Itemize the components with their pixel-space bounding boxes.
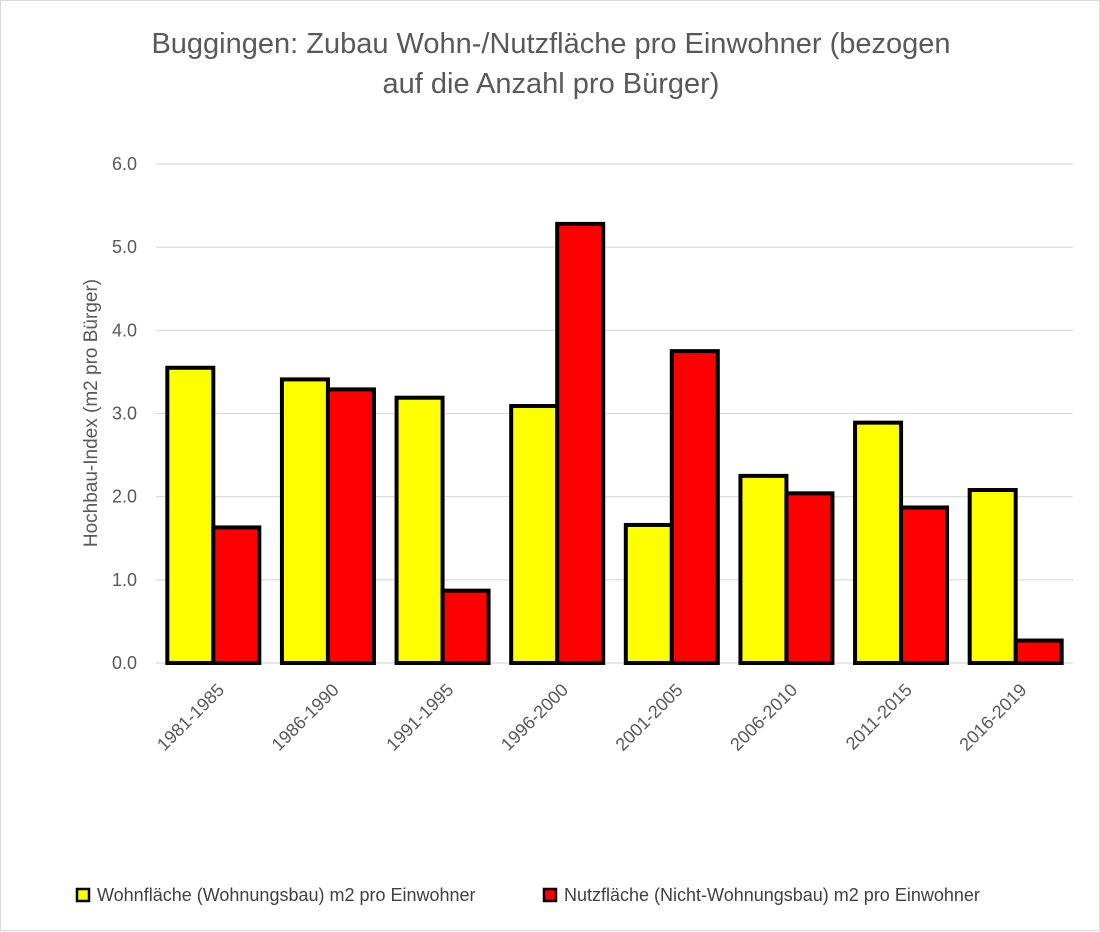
y-tick-label: 1.0 bbox=[112, 570, 137, 590]
y-tick-label: 5.0 bbox=[112, 237, 137, 257]
bar-wohnflaeche bbox=[853, 420, 904, 666]
bar-nutzflaeche bbox=[669, 349, 720, 665]
chart-title-line-1: Buggingen: Zubau Wohn-/Nutzfläche pro Ei… bbox=[151, 28, 950, 60]
y-axis-title: Hochbau-Index (m2 pro Bürger) bbox=[81, 279, 102, 547]
x-tick-label: 2011-2015 bbox=[842, 680, 916, 754]
y-axis-tick-labels: 0.0 1.0 2.0 3.0 4.0 5.0 6.0 bbox=[112, 154, 137, 673]
x-tick-label: 2006-2010 bbox=[726, 680, 801, 755]
bar-nutzflaeche bbox=[440, 588, 491, 666]
bar-nutzflaeche bbox=[211, 525, 262, 666]
y-tick-label: 4.0 bbox=[112, 320, 137, 340]
bar-series bbox=[165, 221, 1064, 666]
bar-wohnflaeche bbox=[509, 404, 560, 665]
y-tick-label: 3.0 bbox=[112, 404, 137, 424]
x-tick-label: 1981-1985 bbox=[153, 680, 228, 755]
bar-nutzflaeche bbox=[899, 505, 950, 665]
bar-wohnflaeche bbox=[967, 488, 1018, 665]
bar-wohnflaeche bbox=[394, 395, 445, 665]
bar-wohnflaeche bbox=[738, 473, 789, 665]
bar-nutzflaeche bbox=[325, 387, 376, 665]
legend-swatch bbox=[75, 887, 91, 903]
bar-wohnflaeche bbox=[279, 377, 330, 665]
x-axis-tick-labels: 1981-1985 1986-1990 1991-1995 1996-2000 2001… bbox=[153, 680, 1030, 755]
x-tick-label: 2001-2005 bbox=[612, 680, 687, 755]
x-tick-label: 2016-2019 bbox=[955, 680, 1030, 755]
legend-swatch bbox=[542, 887, 558, 903]
y-tick-label: 2.0 bbox=[112, 487, 137, 507]
bar-wohnflaeche bbox=[165, 365, 216, 665]
bar-nutzflaeche bbox=[784, 491, 835, 665]
chart-title-line-2: auf die Anzahl pro Bürger) bbox=[383, 68, 720, 100]
legend-label: Wohnfläche (Wohnungsbau) m2 pro Einwohne… bbox=[97, 885, 476, 905]
legend: Wohnfläche (Wohnungsbau) m2 pro Einwohne… bbox=[75, 885, 980, 905]
bar-nutzflaeche bbox=[555, 221, 606, 665]
x-tick-label: 1996-2000 bbox=[497, 680, 572, 755]
legend-label: Nutzfläche (Nicht-Wohnungsbau) m2 pro Ei… bbox=[564, 885, 980, 905]
bar-wohnflaeche bbox=[623, 522, 674, 666]
bar-nutzflaeche bbox=[1013, 638, 1064, 665]
x-tick-label: 1986-1990 bbox=[268, 680, 343, 755]
chart-title: Buggingen: Zubau Wohn-/Nutzfläche pro Ei… bbox=[151, 28, 950, 100]
y-tick-label: 6.0 bbox=[112, 154, 137, 174]
y-tick-label: 0.0 bbox=[112, 653, 137, 673]
x-tick-label: 1991-1995 bbox=[382, 680, 457, 755]
